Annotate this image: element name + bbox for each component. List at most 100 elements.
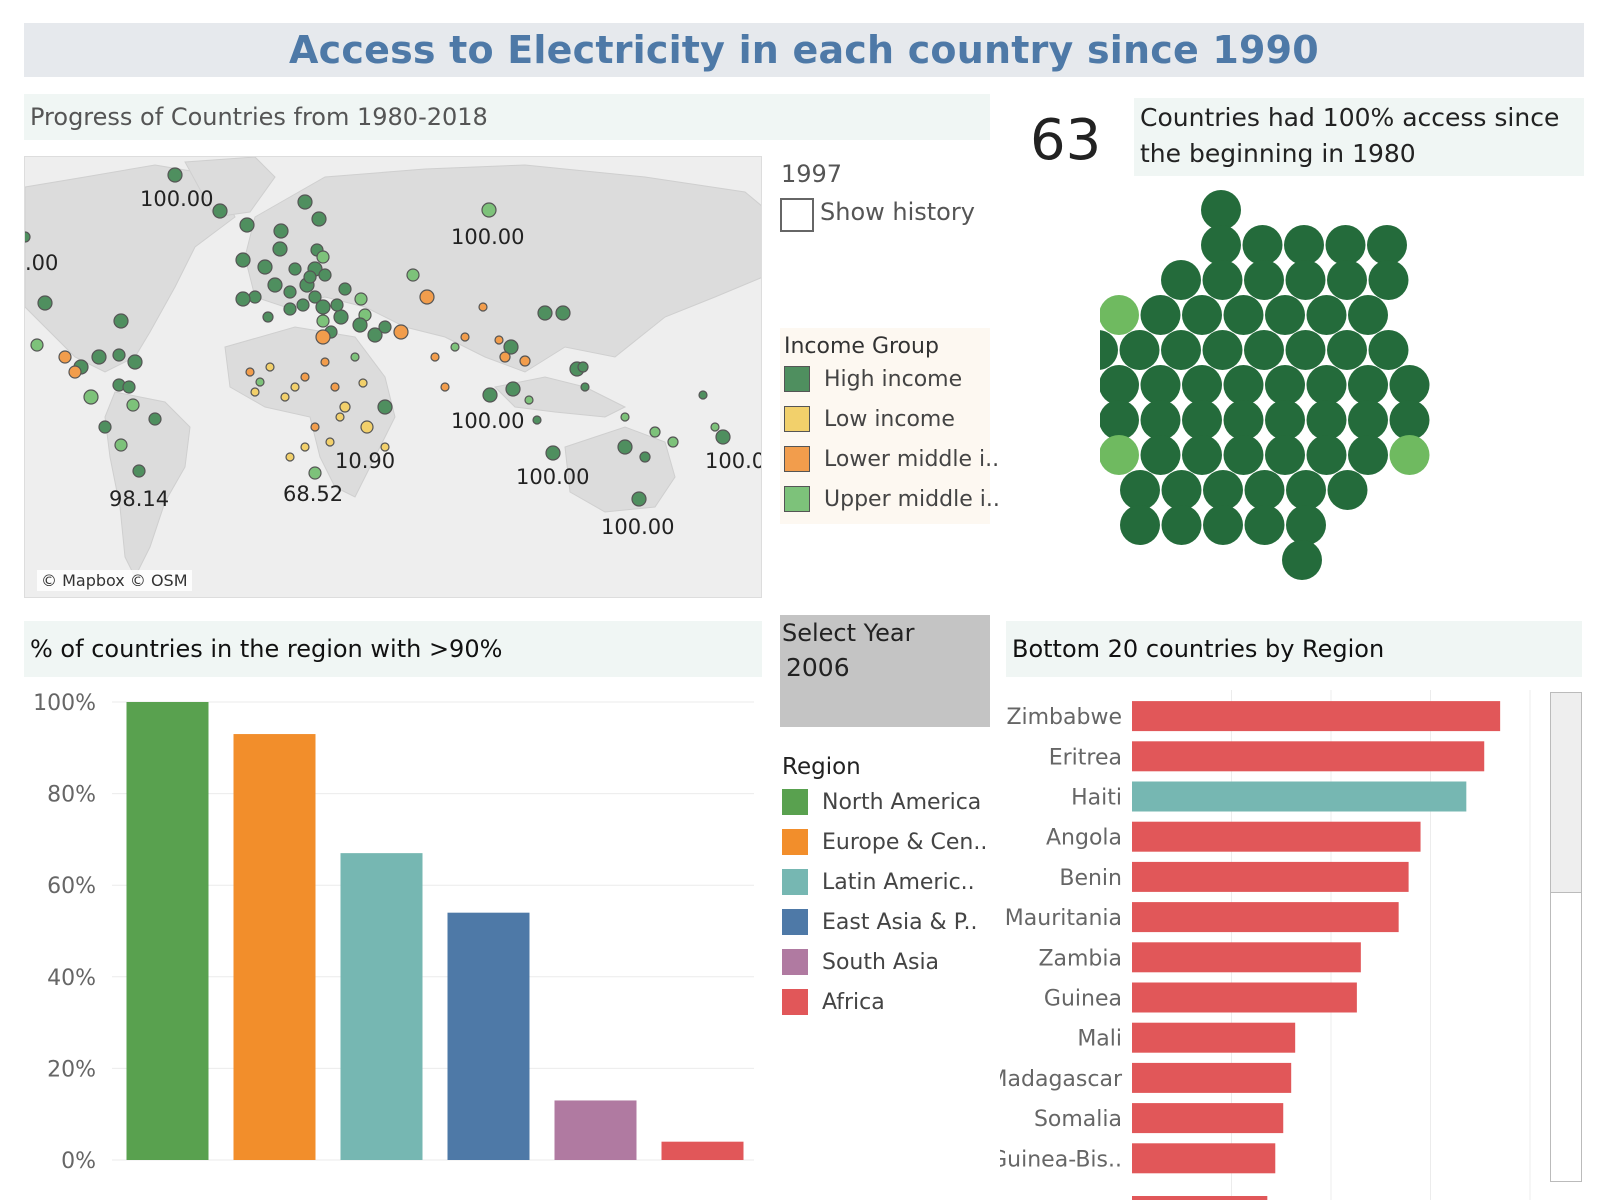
country-dot[interactable] bbox=[460, 332, 470, 342]
country-bar[interactable] bbox=[1132, 1022, 1296, 1053]
scrollbar-thumb[interactable] bbox=[1551, 693, 1581, 893]
country-bubble[interactable] bbox=[1161, 330, 1201, 370]
country-dot[interactable] bbox=[265, 362, 275, 372]
country-bubble[interactable] bbox=[1348, 295, 1388, 335]
country-bubble[interactable] bbox=[1120, 470, 1160, 510]
country-dot[interactable] bbox=[406, 268, 420, 282]
country-dot[interactable] bbox=[393, 324, 409, 340]
country-dot[interactable] bbox=[350, 352, 360, 362]
country-dot[interactable] bbox=[380, 442, 390, 452]
country-dot[interactable] bbox=[532, 415, 542, 425]
region-legend-item[interactable]: South Asia bbox=[782, 942, 990, 982]
country-dot[interactable] bbox=[378, 320, 392, 334]
country-dot[interactable] bbox=[335, 412, 345, 422]
country-dot[interactable] bbox=[114, 438, 128, 452]
country-dot[interactable] bbox=[617, 439, 633, 455]
country-bubble[interactable] bbox=[1265, 435, 1305, 475]
country-dot[interactable] bbox=[255, 377, 265, 387]
country-bubble[interactable] bbox=[1285, 260, 1326, 300]
country-dot[interactable] bbox=[148, 412, 162, 426]
country-dot[interactable] bbox=[352, 317, 368, 333]
income-legend-item[interactable]: Upper middle i.. bbox=[784, 479, 1000, 519]
country-dot[interactable] bbox=[288, 262, 302, 276]
country-dot[interactable] bbox=[318, 268, 332, 282]
country-dot[interactable] bbox=[257, 259, 273, 275]
country-dot[interactable] bbox=[212, 203, 228, 219]
country-dot[interactable] bbox=[132, 464, 146, 478]
country-dot[interactable] bbox=[250, 387, 260, 397]
country-bubble[interactable] bbox=[1140, 365, 1181, 405]
country-bubble[interactable] bbox=[1120, 505, 1160, 545]
country-bubble[interactable] bbox=[1140, 295, 1181, 335]
country-bubble[interactable] bbox=[1119, 330, 1160, 370]
country-dot[interactable] bbox=[667, 436, 679, 448]
country-dot[interactable] bbox=[505, 381, 521, 397]
region-bar[interactable] bbox=[233, 734, 316, 1160]
country-bubble[interactable] bbox=[1202, 260, 1243, 300]
country-bubble[interactable] bbox=[1368, 330, 1409, 370]
country-bubble[interactable] bbox=[1306, 365, 1347, 405]
country-dot[interactable] bbox=[316, 314, 330, 328]
country-bar[interactable] bbox=[1132, 781, 1467, 812]
country-bubble[interactable] bbox=[1348, 365, 1388, 405]
region-legend-item[interactable]: East Asia & P.. bbox=[782, 902, 990, 942]
region-bar[interactable] bbox=[447, 912, 530, 1160]
country-bar[interactable] bbox=[1132, 821, 1421, 852]
country-dot[interactable] bbox=[112, 348, 126, 362]
country-dot[interactable] bbox=[126, 398, 140, 412]
country-bubble[interactable] bbox=[1100, 330, 1118, 370]
country-bubble[interactable] bbox=[1389, 365, 1430, 405]
country-bubble[interactable] bbox=[1140, 400, 1181, 440]
country-bar[interactable] bbox=[1132, 902, 1399, 933]
map-canvas[interactable] bbox=[25, 157, 762, 598]
country-dot[interactable] bbox=[113, 313, 129, 329]
country-dot[interactable] bbox=[320, 357, 330, 367]
country-bubble[interactable] bbox=[1182, 295, 1222, 335]
country-dot[interactable] bbox=[577, 361, 589, 373]
country-bubble[interactable] bbox=[1265, 365, 1305, 405]
country-dot[interactable] bbox=[25, 231, 31, 243]
country-dot[interactable] bbox=[91, 349, 107, 365]
country-bubble[interactable] bbox=[1161, 470, 1202, 510]
country-dot[interactable] bbox=[300, 372, 310, 382]
income-legend-item[interactable]: High income bbox=[784, 359, 986, 399]
country-bar[interactable] bbox=[1132, 1103, 1284, 1134]
country-bubble[interactable] bbox=[1282, 540, 1322, 580]
country-bubble[interactable] bbox=[1100, 400, 1139, 440]
region-legend-item[interactable]: Europe & Cen.. bbox=[782, 822, 990, 862]
country-dot[interactable] bbox=[315, 329, 331, 345]
country-dot[interactable] bbox=[68, 365, 82, 379]
country-dot[interactable] bbox=[285, 452, 295, 462]
country-dot[interactable] bbox=[273, 223, 289, 239]
region-bar[interactable] bbox=[126, 702, 209, 1160]
country-dot[interactable] bbox=[37, 295, 53, 311]
country-bubble[interactable] bbox=[1286, 470, 1326, 510]
country-bubble[interactable] bbox=[1223, 365, 1264, 405]
country-bubble[interactable] bbox=[1286, 505, 1326, 545]
country-dot[interactable] bbox=[494, 335, 504, 345]
country-bubble[interactable] bbox=[1223, 435, 1264, 475]
country-bubble[interactable] bbox=[1367, 225, 1407, 265]
country-dot[interactable] bbox=[710, 422, 720, 432]
region-legend-item[interactable]: Africa bbox=[782, 982, 990, 1022]
country-bubble[interactable] bbox=[1182, 365, 1222, 405]
country-bubble[interactable] bbox=[1182, 435, 1222, 475]
country-bubble[interactable] bbox=[1161, 260, 1201, 300]
country-dot[interactable] bbox=[339, 401, 351, 413]
country-dot[interactable] bbox=[296, 298, 310, 312]
country-bubble[interactable] bbox=[1140, 435, 1181, 475]
country-dot[interactable] bbox=[58, 350, 72, 364]
country-dot[interactable] bbox=[377, 399, 393, 415]
country-bubble[interactable] bbox=[1285, 330, 1326, 370]
country-bubble[interactable] bbox=[1161, 505, 1202, 545]
country-dot[interactable] bbox=[330, 298, 344, 312]
country-dot[interactable] bbox=[715, 429, 731, 445]
country-bar[interactable] bbox=[1132, 1062, 1292, 1093]
region-bar[interactable] bbox=[340, 853, 423, 1160]
country-dot[interactable] bbox=[297, 194, 313, 210]
country-bubble[interactable] bbox=[1368, 260, 1409, 300]
country-dot[interactable] bbox=[262, 311, 274, 323]
country-dot[interactable] bbox=[555, 305, 571, 321]
income-legend-item[interactable]: Low income bbox=[784, 399, 986, 439]
country-dot[interactable] bbox=[482, 387, 498, 403]
